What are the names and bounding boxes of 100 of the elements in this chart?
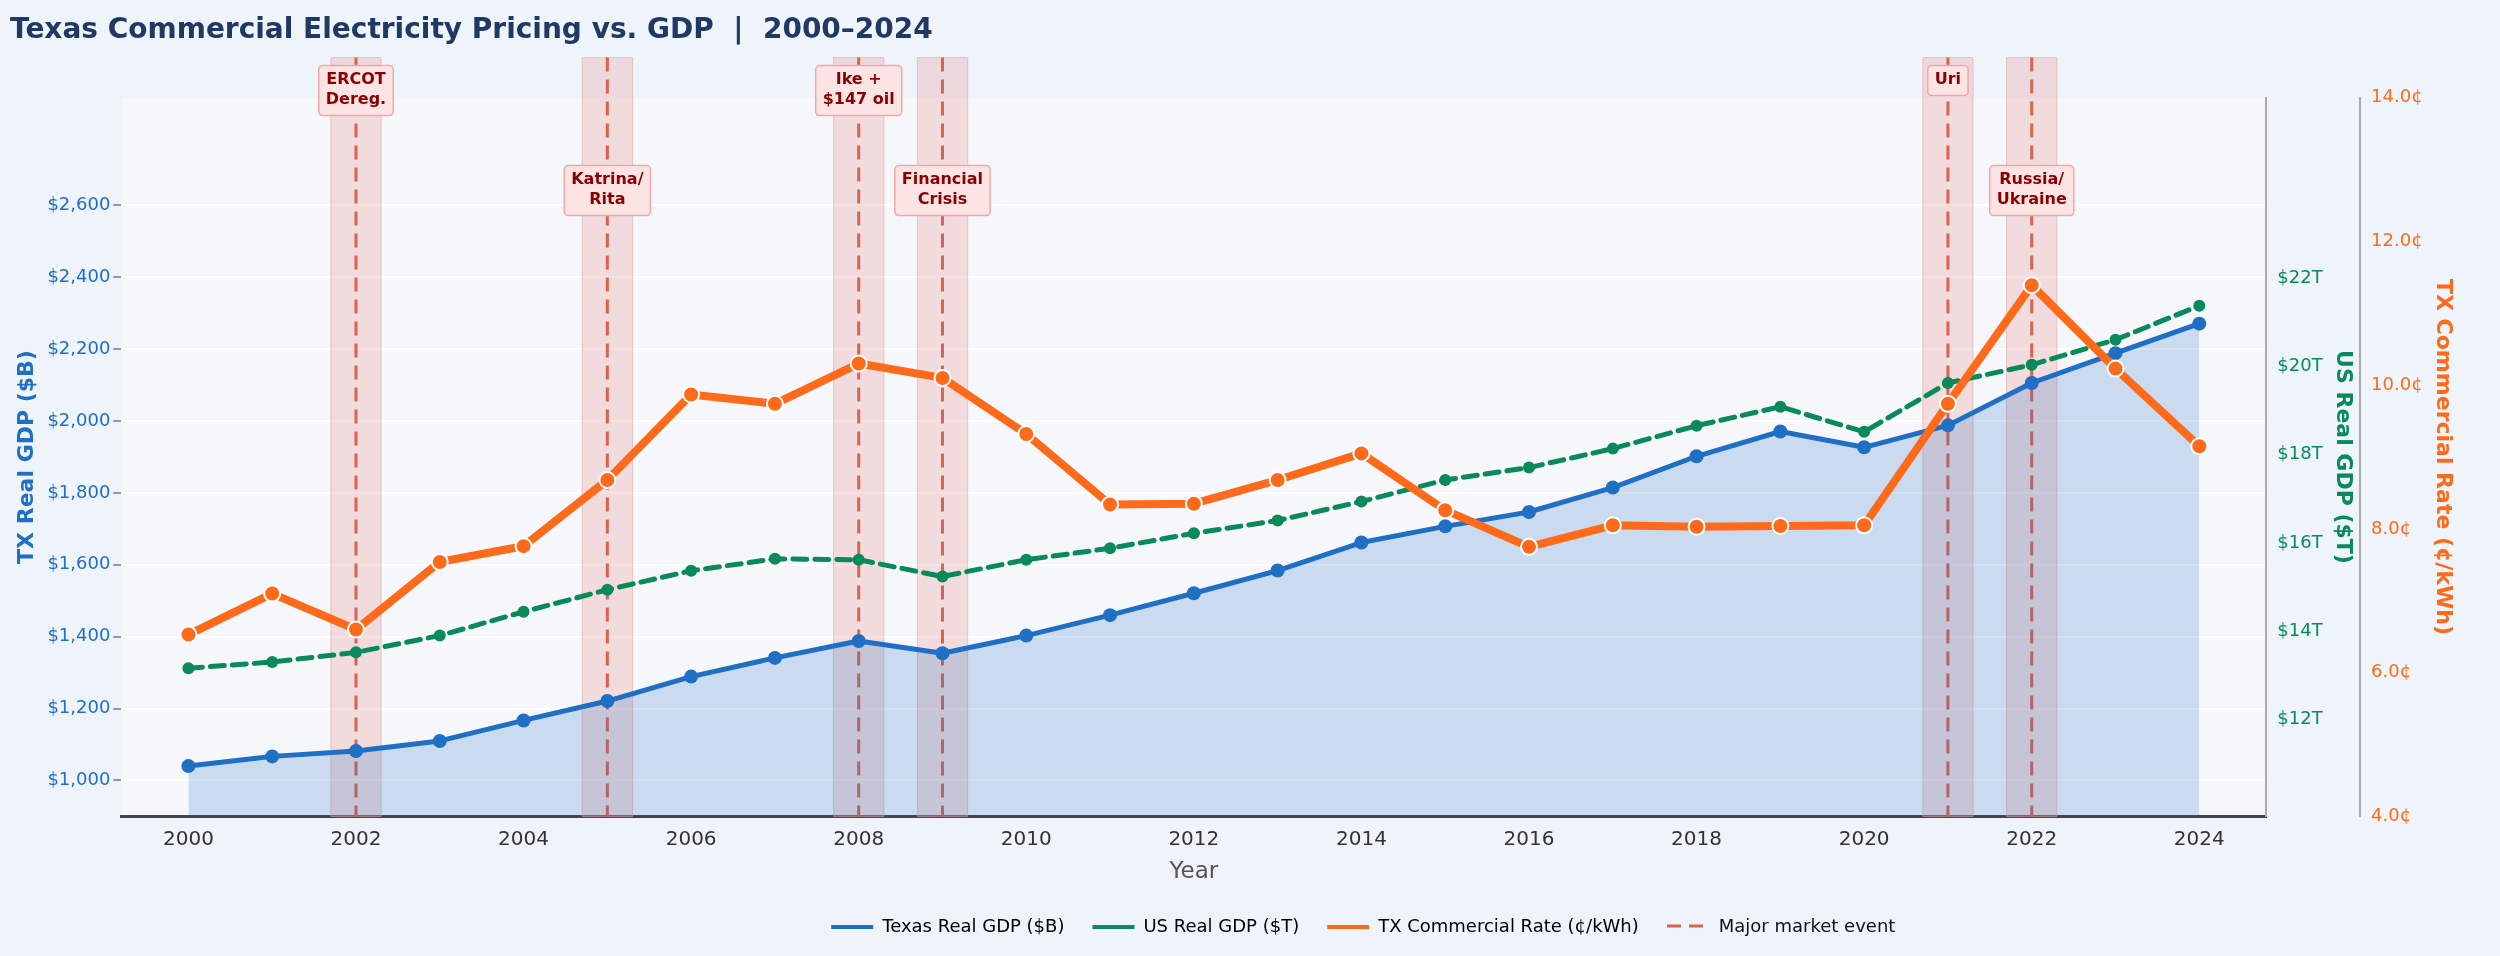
point (266, 656, 279, 669)
legend-label: TX Commercial Rate (¢/kWh) (1377, 914, 1639, 936)
legend-label: Texas Real GDP ($B) (881, 914, 1065, 936)
point (1019, 628, 1034, 643)
point (182, 662, 195, 675)
point (601, 583, 614, 596)
y-tick-label: $2,400 (47, 264, 111, 286)
x-tick-label: 2024 (2173, 825, 2225, 850)
x-axis-title: Year (1168, 857, 1219, 884)
point (1020, 553, 1033, 566)
point (1603, 516, 1622, 535)
y-tick-label: $2,000 (47, 408, 111, 430)
y-tick-label: $2,600 (47, 193, 111, 215)
x-tick-label: 2014 (1335, 825, 1387, 850)
point (265, 749, 280, 764)
point (765, 394, 784, 413)
chart-title: Texas Commercial Electricity Pricing vs. GDP | 2000–2024 (10, 12, 933, 46)
y2-tick-label: $12T (2277, 707, 2324, 729)
point (1354, 535, 1369, 550)
point (1773, 424, 1788, 439)
point (600, 694, 615, 709)
point (1858, 425, 1871, 438)
point (851, 634, 866, 649)
point (1523, 461, 1535, 474)
point (1940, 418, 1955, 433)
point (1690, 419, 1703, 432)
point (1352, 444, 1371, 463)
point (2022, 276, 2041, 295)
point (936, 570, 949, 583)
legend-label: US Real GDP ($T) (1143, 914, 1300, 936)
point (1941, 376, 1954, 389)
point (682, 385, 701, 404)
point (768, 552, 781, 565)
point (349, 646, 362, 659)
point (1187, 527, 1200, 540)
y2-tick-label: $22T (2277, 266, 2324, 288)
point (852, 553, 865, 566)
y3-axis-title: TX Commercial Rate (¢/kWh) (2432, 278, 2458, 636)
point (2024, 375, 2039, 390)
y-tick-label: $2,200 (47, 336, 111, 358)
point (1938, 394, 1957, 413)
point (684, 669, 699, 684)
y3-tick-label: 10.0¢ (2371, 372, 2423, 394)
y3-tick-label: 4.0¢ (2371, 804, 2412, 826)
point (430, 552, 449, 571)
point (514, 537, 533, 556)
point (1355, 495, 1368, 508)
y-tick-label: $1,000 (47, 768, 111, 790)
point (516, 713, 531, 728)
y3-tick-label: 12.0¢ (2371, 229, 2423, 251)
y-tick-label: $1,600 (47, 552, 111, 574)
point (1017, 425, 1036, 443)
y3-tick-label: 6.0¢ (2371, 660, 2412, 682)
point (181, 759, 196, 774)
point (346, 620, 365, 639)
y2-tick-label: $16T (2277, 530, 2324, 552)
y2-tick-label: $14T (2277, 618, 2324, 640)
x-tick-label: 2020 (1838, 825, 1890, 850)
y2-tick-label: $20T (2277, 354, 2324, 376)
x-tick-label: 2012 (1168, 825, 1220, 850)
point (2192, 316, 2207, 331)
x-tick-label: 2016 (1503, 825, 1555, 850)
x-tick-label: 2010 (1000, 825, 1052, 850)
text: Major market event (1718, 915, 1896, 936)
x-tick-label: 2018 (1671, 825, 1723, 850)
ref-line-label: Russia/ Ukraine (1996, 168, 2067, 208)
ref-line-label: Ike + $147 oil (822, 68, 895, 108)
point (1271, 514, 1284, 527)
point (2193, 299, 2206, 312)
point (1270, 563, 1285, 578)
point (1439, 473, 1452, 486)
y3-tick-label: 8.0¢ (2371, 516, 2412, 538)
point (263, 584, 282, 603)
ref-line-label: Katrina/ Rita (571, 168, 644, 208)
point (2106, 359, 2125, 378)
point (1520, 537, 1538, 556)
ref-line-label: Financial Crisis (901, 168, 984, 208)
point (1436, 501, 1455, 520)
point (1268, 471, 1287, 489)
point (517, 605, 530, 618)
point (2108, 346, 2123, 361)
point (598, 471, 617, 489)
point (1855, 516, 1874, 535)
x-tick-label: 2002 (330, 825, 382, 850)
point (2025, 358, 2038, 371)
ref-line-label: ERCOT Dereg. (325, 68, 387, 108)
point (767, 650, 782, 665)
x-tick-label: 2022 (2006, 825, 2058, 850)
y3-tick-label: 14.0¢ (2371, 85, 2423, 107)
point (2109, 333, 2122, 346)
point (1857, 440, 1872, 455)
x-tick-label: 2006 (665, 825, 717, 850)
point (179, 625, 198, 644)
point (1771, 517, 1790, 536)
point (1689, 449, 1704, 464)
point (433, 629, 446, 642)
point (1774, 400, 1787, 413)
y-tick-label: $1,800 (47, 480, 111, 502)
point (933, 368, 952, 387)
point (1103, 608, 1118, 623)
